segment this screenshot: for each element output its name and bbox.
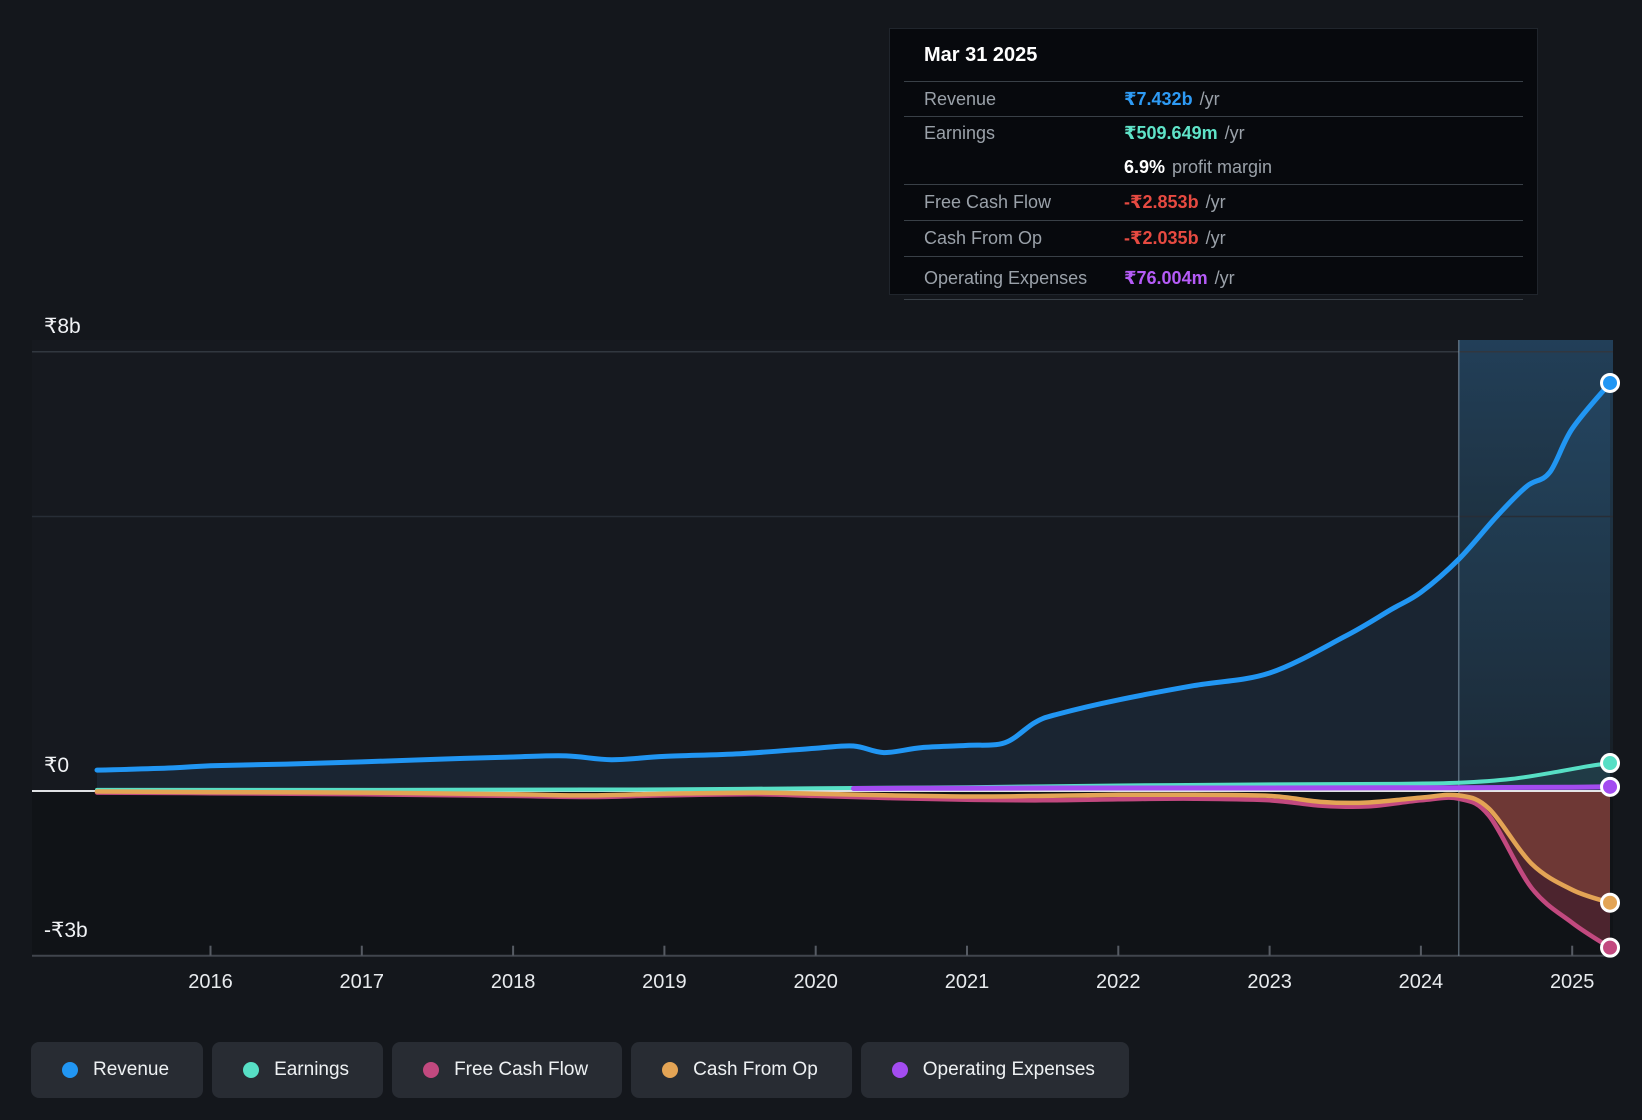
end-marker-revenue[interactable]: [1600, 372, 1621, 393]
tooltip-profit-margin-text: profit margin: [1172, 156, 1273, 177]
legend-item-cash-from-op[interactable]: Cash From Op: [631, 1042, 852, 1098]
series-line-operating-expenses: [851, 784, 1613, 791]
legend-item-operating-expenses[interactable]: Operating Expenses: [860, 1042, 1129, 1098]
y-axis-label-neg3b: -₹3b: [44, 918, 88, 942]
tooltip-label-revenue: Revenue: [924, 88, 997, 109]
plot-backdrop-negative: [32, 791, 1613, 956]
earnings-dot-icon: [243, 1062, 260, 1078]
tooltip-value-profit-margin: 6.9%: [1124, 156, 1166, 177]
end-marker-free-cash-flow[interactable]: [1600, 937, 1621, 958]
x-axis-label-2020: 2020: [793, 971, 838, 993]
revenue-area-fill: [97, 383, 1610, 791]
tooltip-unit: /yr: [1224, 123, 1245, 143]
x-axis-label-2025: 2025: [1549, 971, 1595, 993]
free-cash-flow-dot-icon: [423, 1062, 440, 1078]
chart-tooltip: Mar 31 2025 Revenue ₹7.432b/yr Earnings …: [889, 28, 1538, 300]
tooltip-value-earnings: ₹509.649m: [1124, 123, 1218, 143]
tooltip-row-cash-from-op: Cash From Op -₹2.035b/yr: [904, 221, 1523, 257]
y-axis-label-0: ₹0: [44, 754, 70, 777]
tooltip-value-operating-expenses: ₹76.004m: [1124, 267, 1208, 288]
tooltip-label-operating-expenses: Operating Expenses: [924, 267, 1088, 288]
tooltip-unit: /yr: [1199, 88, 1220, 109]
legend-item-earnings[interactable]: Earnings: [212, 1042, 384, 1098]
x-axis-label-2017: 2017: [339, 971, 385, 993]
legend-label-operating-expenses: Operating Expenses: [922, 1059, 1095, 1080]
x-axis-label-2022: 2022: [1096, 971, 1141, 993]
end-marker-earnings[interactable]: [1600, 753, 1621, 774]
tooltip-label-earnings: Earnings: [924, 123, 996, 143]
tooltip-row-operating-expenses: Operating Expenses ₹76.004m/yr: [904, 257, 1523, 300]
chart-legend: Revenue Earnings Free Cash Flow Cash Fro…: [31, 1042, 1129, 1098]
tooltip-label-free-cash-flow: Free Cash Flow: [924, 192, 1052, 212]
x-axis-label-2019: 2019: [642, 971, 687, 993]
tooltip-unit: /yr: [1205, 192, 1226, 212]
tooltip-value-free-cash-flow: -₹2.853b: [1124, 192, 1199, 212]
tooltip-unit: /yr: [1205, 228, 1226, 248]
end-marker-operating-expenses[interactable]: [1600, 776, 1621, 797]
y-axis-label-8b: ₹8b: [44, 314, 81, 338]
cash-op-negative-fill: [1458, 791, 1610, 903]
legend-item-revenue[interactable]: Revenue: [31, 1042, 204, 1098]
tooltip-row-earnings: Earnings ₹509.649m/yr: [904, 117, 1523, 150]
legend-item-free-cash-flow[interactable]: Free Cash Flow: [392, 1042, 623, 1098]
end-marker-cash-from-op[interactable]: [1600, 892, 1621, 913]
legend-label-cash-from-op: Cash From Op: [693, 1059, 818, 1080]
tooltip-value-revenue: ₹7.432b: [1124, 88, 1193, 109]
legend-label-free-cash-flow: Free Cash Flow: [454, 1059, 589, 1080]
tooltip-row-revenue: Revenue ₹7.432b/yr: [904, 82, 1523, 117]
series-line-revenue: [94, 380, 1613, 773]
series-line-cash-from-op: [94, 789, 1613, 905]
operating-expenses-dot-icon: [891, 1062, 908, 1078]
x-axis-label-2023: 2023: [1247, 971, 1292, 993]
x-axis-label-2016: 2016: [188, 971, 233, 993]
x-axis-label-2021: 2021: [944, 971, 990, 993]
tooltip-row-profit-margin: 6.9% profit margin: [904, 150, 1523, 185]
tooltip-row-free-cash-flow: Free Cash Flow -₹2.853b/yr: [904, 185, 1523, 221]
tooltip-unit: /yr: [1214, 267, 1235, 288]
tooltip-label-cash-from-op: Cash From Op: [924, 228, 1043, 248]
tooltip-date: Mar 31 2025: [904, 29, 1523, 82]
revenue-dot-icon: [62, 1062, 78, 1078]
tooltip-value-cash-from-op: -₹2.035b: [1124, 228, 1199, 248]
legend-label-revenue: Revenue: [93, 1059, 170, 1080]
x-axis-label-2018: 2018: [490, 971, 536, 993]
highlight-band: [1458, 340, 1613, 791]
cash-from-op-dot-icon: [662, 1062, 679, 1078]
x-axis-label-2024: 2024: [1398, 971, 1444, 993]
legend-label-earnings: Earnings: [274, 1059, 350, 1080]
